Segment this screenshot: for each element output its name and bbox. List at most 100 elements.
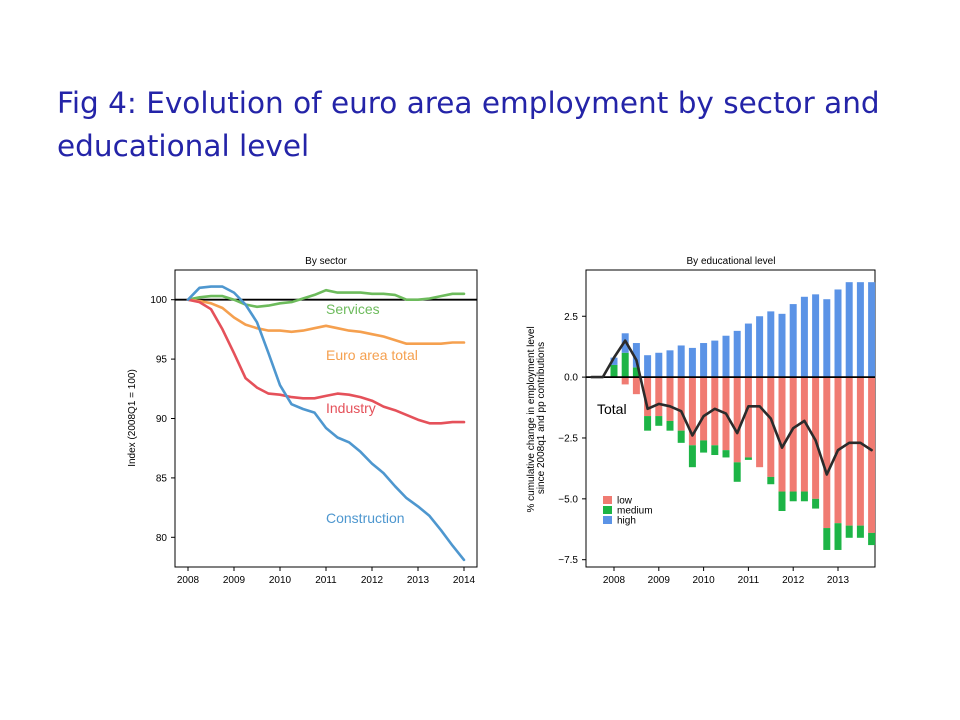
y-tick-label-4: 2.5 (564, 312, 578, 323)
bar-low-19 (800, 377, 808, 492)
bar-high-4 (632, 343, 640, 368)
y-tick-label-0: −7.5 (558, 555, 578, 566)
bar-high-14 (744, 323, 752, 378)
bar-medium-10 (700, 440, 708, 453)
bar-high-5 (644, 355, 652, 378)
x-tick-label-2008: 2008 (177, 575, 200, 586)
x-tick-label-2012: 2012 (782, 575, 805, 586)
x-tick-label-2013: 2013 (827, 575, 850, 586)
bar-low-25 (868, 377, 876, 533)
series-line-construction (186, 285, 466, 562)
bar-high-7 (666, 350, 674, 378)
y-tick-label-80: 80 (156, 533, 168, 544)
legend-label-low: low (617, 496, 633, 507)
bar-medium-16 (767, 476, 775, 485)
bar-medium-21 (823, 528, 831, 550)
y-tick-label-3: 0.0 (564, 373, 578, 384)
bar-medium-8 (677, 430, 685, 443)
bar-high-21 (823, 299, 831, 378)
bar-medium-25 (868, 532, 876, 546)
bar-high-9 (688, 347, 696, 378)
bar-medium-12 (722, 450, 730, 458)
x-tick-label-2008: 2008 (603, 575, 626, 586)
bar-medium-4 (632, 367, 640, 378)
education-chart-ylabel-line-1: % cumulative change in employment level (526, 326, 537, 512)
bar-low-13 (733, 377, 741, 463)
x-tick-label-2011: 2011 (738, 575, 760, 586)
total-line (590, 339, 873, 476)
sector-chart-ylabel: Index (2008Q1 = 100) (127, 369, 138, 467)
bar-high-10 (700, 343, 708, 378)
bar-medium-11 (711, 445, 719, 456)
y-tick-label-90: 90 (156, 414, 168, 425)
bar-high-16 (767, 311, 775, 378)
bar-low-3 (621, 377, 629, 385)
sector-chart-marks: 2008 2009 2010 2011 2012 2013 2014 80 85 90 95 100 S… (150, 285, 477, 586)
x-tick-label-2013: 2013 (407, 575, 430, 586)
bar-medium-24 (856, 525, 864, 538)
bar-low-6 (655, 377, 663, 417)
x-tick-label-2010: 2010 (692, 575, 715, 586)
bar-high-6 (655, 352, 663, 378)
education-chart: By educational level 2008 2009 2010 2011 201… (526, 256, 876, 586)
bar-low-15 (756, 377, 764, 468)
bar-medium-13 (733, 462, 741, 482)
bar-high-13 (733, 330, 741, 378)
bar-high-18 (789, 304, 797, 378)
bar-high-25 (868, 282, 876, 378)
bar-high-20 (812, 294, 820, 378)
bar-medium-23 (845, 525, 853, 538)
bar-high-12 (722, 335, 730, 378)
bar-medium-19 (800, 491, 808, 502)
bar-low-4 (632, 377, 640, 395)
x-tick-label-2012: 2012 (361, 575, 384, 586)
bar-medium-17 (778, 491, 786, 512)
bar-medium-20 (812, 498, 820, 509)
bar-high-19 (800, 296, 808, 378)
bar-medium-22 (834, 523, 842, 550)
legend-swatch-low (603, 496, 612, 504)
sector-chart-title: By sector (305, 256, 347, 267)
bar-high-22 (834, 289, 842, 378)
bar-low-11 (711, 377, 719, 446)
bar-high-23 (845, 282, 853, 378)
bar-medium-2 (610, 364, 618, 378)
bar-low-16 (767, 377, 775, 477)
bar-medium-3 (621, 352, 629, 378)
x-tick-label-2014: 2014 (453, 575, 476, 586)
bar-high-15 (756, 316, 764, 378)
y-tick-label-100: 100 (150, 295, 167, 306)
education-chart-title: By educational level (687, 256, 776, 267)
series-label-industry: Industry (326, 400, 376, 416)
x-tick-label-2011: 2011 (315, 575, 337, 586)
series-label-services: Services (326, 301, 380, 317)
bar-medium-7 (666, 420, 674, 431)
x-tick-label-2009: 2009 (648, 575, 671, 586)
bar-low-21 (823, 377, 831, 529)
bar-high-24 (856, 282, 864, 378)
series-label-construction: Construction (326, 510, 405, 526)
bar-medium-6 (655, 416, 663, 426)
legend-label-high: high (617, 516, 636, 527)
bar-low-14 (744, 377, 752, 458)
bar-medium-18 (789, 491, 797, 502)
x-tick-label-2010: 2010 (269, 575, 292, 586)
sector-chart: By sector 2008 2009 2010 2011 2012 2013 2014 80… (127, 256, 478, 586)
bar-low-17 (778, 377, 786, 492)
bar-low-5 (644, 377, 652, 417)
bar-high-17 (778, 313, 786, 378)
series-line-services (186, 288, 466, 309)
slide-title: Fig 4: Evolution of euro area employment… (57, 86, 880, 163)
bar-low-18 (789, 377, 797, 492)
bar-medium-5 (644, 416, 652, 431)
y-tick-label-1: −5.0 (558, 494, 578, 505)
education-chart-ylabel-line-2: since 2008q1 and pp contributions (536, 342, 547, 494)
bar-low-9 (688, 377, 696, 446)
legend-swatch-medium (603, 506, 612, 514)
series-line-euro-area-total (186, 298, 466, 346)
y-tick-label-95: 95 (156, 355, 168, 366)
education-chart-ylabel: % cumulative change in employment level … (526, 324, 547, 513)
bar-low-24 (856, 377, 864, 526)
legend-swatch-high (603, 516, 612, 524)
